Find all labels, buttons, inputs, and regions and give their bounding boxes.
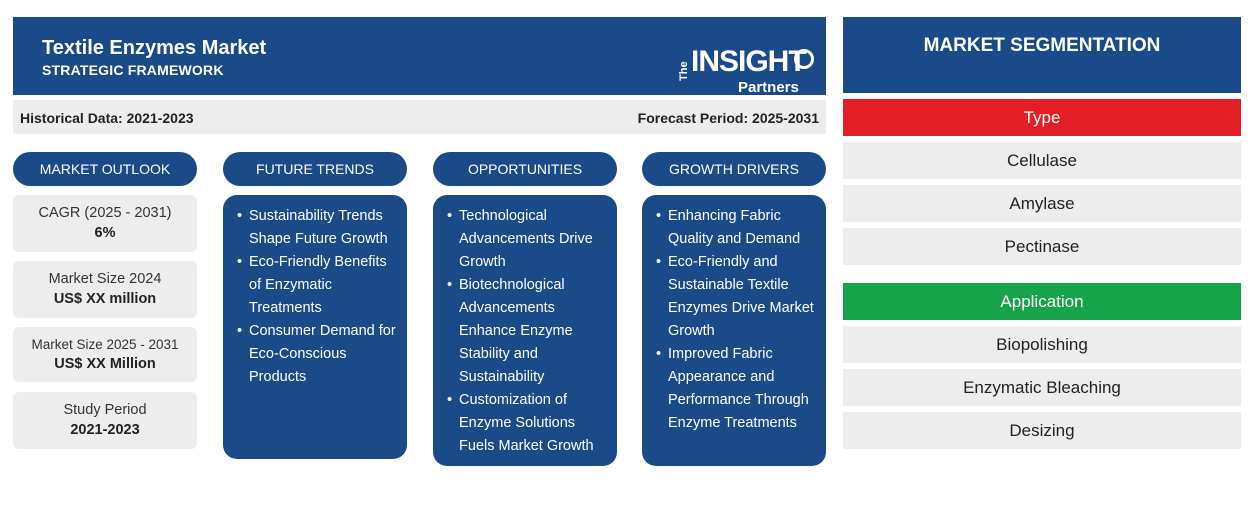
trend-item: Sustainability Trends Shape Future Growt… [233,205,399,251]
future-trends-list: Sustainability Trends Shape Future Growt… [223,195,407,459]
segment-application-header: Application [843,283,1241,320]
header-banner: Textile Enzymes Market STRATEGIC FRAMEWO… [13,17,827,97]
study-period-label: Study Period [63,402,147,418]
growth-drivers-list: Enhancing Fabric Quality and Demand Eco-… [642,195,826,466]
insight-partners-logo: The INSIGHT Partners [677,37,827,97]
market-size-forecast-label: Market Size 2025 - 2031 [31,337,179,352]
driver-item: Eco-Friendly and Sustainable Textile Enz… [652,251,818,343]
segment-item: Enzymatic Bleaching [843,369,1241,406]
logo-partners: Partners [738,79,799,96]
driver-item: Improved Fabric Appearance and Performan… [652,343,818,435]
segment-item: Biopolishing [843,326,1241,363]
logo-the: The [678,61,690,81]
market-segmentation-header: MARKET SEGMENTATION [843,17,1241,93]
logo-ring-icon [794,49,814,69]
growth-drivers-header: GROWTH DRIVERS [642,152,826,186]
future-trends-header: FUTURE TRENDS [223,152,407,186]
study-period-box: Study Period 2021-2023 [13,392,197,449]
opportunity-item: Technological Advancements Drive Growth [443,205,609,274]
cagr-label: CAGR (2025 - 2031) [38,205,172,221]
driver-item: Enhancing Fabric Quality and Demand [652,205,818,251]
logo-insight: INSIGHT [691,45,807,78]
historical-data: Historical Data: 2021-2023 [20,110,194,126]
segment-item: Amylase [843,185,1241,222]
segment-type-header: Type [843,99,1241,136]
opportunity-item: Biotechnological Advancements Enhance En… [443,274,609,389]
page-title: Textile Enzymes Market [42,37,267,59]
opportunity-item: Customization of Enzyme Solutions Fuels … [443,389,609,458]
study-period-value: 2021-2023 [70,422,140,438]
segment-item: Cellulase [843,142,1241,179]
market-size-2024-label: Market Size 2024 [48,271,162,287]
market-outlook-header: MARKET OUTLOOK [13,152,197,186]
opportunities-list: Technological Advancements Drive Growth … [433,195,617,466]
market-size-2024-value: US$ XX million [53,291,157,307]
cagr-value: 6% [94,225,116,241]
market-size-2024-box: Market Size 2024 US$ XX million [13,261,197,318]
trend-item: Eco-Friendly Benefits of Enzymatic Treat… [233,251,399,320]
segment-item: Desizing [843,412,1241,449]
opportunities-header: OPPORTUNITIES [433,152,617,186]
period-bar: Historical Data: 2021-2023 Forecast Peri… [13,100,826,134]
page-subtitle: STRATEGIC FRAMEWORK [42,62,224,78]
market-size-forecast-box: Market Size 2025 - 2031 US$ XX Million [13,327,197,382]
cagr-box: CAGR (2025 - 2031) 6% [13,195,197,252]
trend-item: Consumer Demand for Eco-Conscious Produc… [233,320,399,389]
forecast-period: Forecast Period: 2025-2031 [637,110,819,126]
market-size-forecast-value: US$ XX Million [54,356,156,372]
segment-item: Pectinase [843,228,1241,265]
